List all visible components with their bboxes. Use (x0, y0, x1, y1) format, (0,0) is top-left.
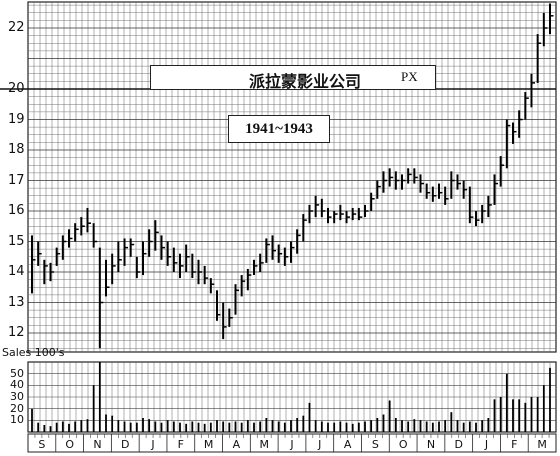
price-tick-label: 19 (8, 111, 25, 127)
month-label: A (344, 438, 352, 451)
month-label: J (484, 438, 488, 451)
company-name: 派拉蒙影业公司 (249, 74, 362, 91)
price-tick-label: 17 (8, 172, 25, 188)
month-label: O (65, 438, 74, 451)
price-tick-label: 14 (8, 264, 25, 279)
price-panel-grid (0, 1, 557, 353)
month-label: N (93, 438, 101, 451)
price-tick-label: 15 (8, 233, 25, 249)
volume-bars (31, 362, 551, 432)
ticker-symbol: PX (401, 69, 418, 84)
price-tick-label: 16 (8, 203, 25, 218)
month-label: F (511, 438, 517, 451)
price-tick-label: 20 (8, 81, 25, 96)
month-label: S (38, 438, 45, 451)
price-tick-label: 22 (8, 20, 25, 35)
volume-panel-grid (27, 361, 557, 433)
month-label: M (204, 438, 214, 451)
month-label: D (454, 438, 462, 451)
month-label: M (259, 438, 269, 451)
price-tick-label: 13 (8, 294, 25, 310)
month-label: F (178, 438, 184, 451)
volume-axis-title-sales: Sales 100's (2, 346, 65, 359)
period-label-box: 1941~1943 (228, 115, 330, 143)
month-label: J (150, 438, 154, 451)
price-tick-label: 12 (8, 325, 25, 340)
month-label: D (121, 438, 129, 451)
month-label: N (427, 438, 435, 451)
month-label: S (372, 438, 379, 451)
month-label: J (317, 438, 321, 451)
volume-tick-label: 20 (10, 401, 24, 415)
volume-tick-label: 50 (10, 366, 24, 380)
month-label: O (399, 438, 408, 451)
month-label: J (289, 438, 293, 451)
month-label: M (537, 438, 547, 451)
company-title-box: 派拉蒙影业公司 PX (150, 65, 436, 91)
volume-tick-label: 40 (10, 378, 24, 392)
volume-tick-label: 10 (10, 413, 24, 427)
volume-tick-label: 30 (10, 390, 24, 403)
month-label: A (233, 438, 241, 451)
price-tick-label: 18 (8, 142, 25, 157)
price-bars (31, 3, 554, 349)
